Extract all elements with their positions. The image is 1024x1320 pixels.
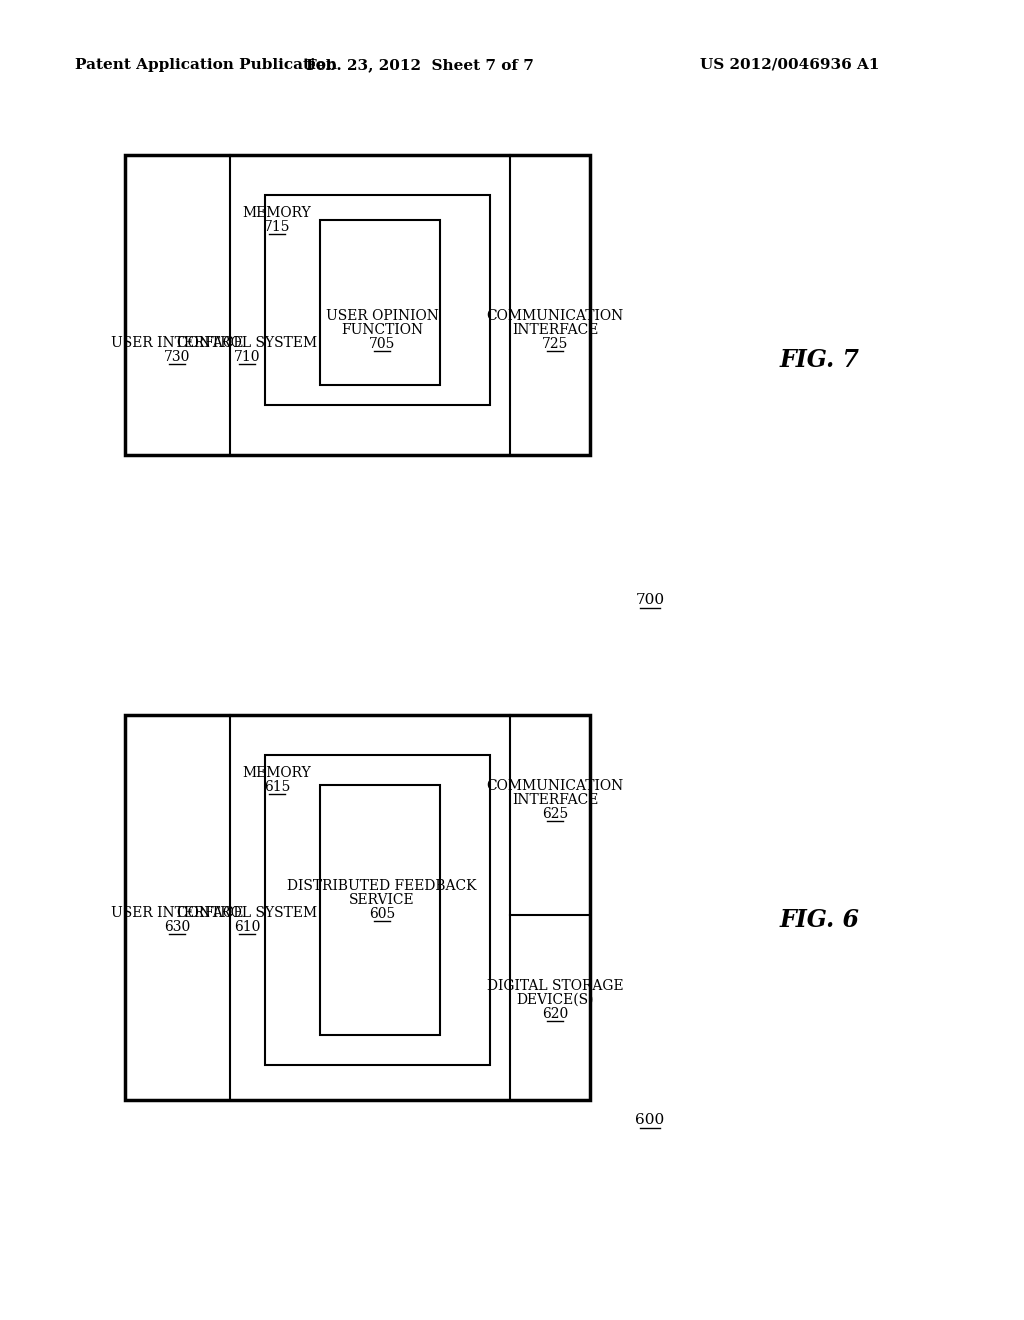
Text: MEMORY: MEMORY <box>243 766 311 780</box>
Text: COMMUNICATION: COMMUNICATION <box>486 309 624 323</box>
Text: 625: 625 <box>542 807 568 821</box>
Text: 630: 630 <box>164 920 190 935</box>
Text: 605: 605 <box>369 907 395 921</box>
Bar <box>125 715 590 1100</box>
Bar <box>125 154 590 455</box>
Text: Patent Application Publication: Patent Application Publication <box>75 58 337 73</box>
Bar <box>319 785 440 1035</box>
Text: INTERFACE: INTERFACE <box>512 323 598 337</box>
Text: 600: 600 <box>635 1113 665 1127</box>
Text: FUNCTION: FUNCTION <box>341 323 423 337</box>
Text: 730: 730 <box>164 350 190 364</box>
Text: DEVICE(S): DEVICE(S) <box>516 993 594 1007</box>
Text: 725: 725 <box>542 337 568 351</box>
Text: 610: 610 <box>233 920 260 935</box>
Text: SERVICE: SERVICE <box>349 894 415 907</box>
Text: COMMUNICATION: COMMUNICATION <box>486 779 624 793</box>
Text: USER INTERFACE: USER INTERFACE <box>111 906 244 920</box>
Bar <box>265 195 490 405</box>
Text: INTERFACE: INTERFACE <box>512 793 598 807</box>
Text: DIGITAL STORAGE: DIGITAL STORAGE <box>486 979 624 993</box>
Text: US 2012/0046936 A1: US 2012/0046936 A1 <box>700 58 880 73</box>
Text: Feb. 23, 2012  Sheet 7 of 7: Feb. 23, 2012 Sheet 7 of 7 <box>306 58 534 73</box>
Text: 615: 615 <box>264 780 290 795</box>
Text: CONTROL SYSTEM: CONTROL SYSTEM <box>177 906 317 920</box>
Text: DISTRIBUTED FEEDBACK: DISTRIBUTED FEEDBACK <box>288 879 477 894</box>
Text: FIG. 7: FIG. 7 <box>780 348 860 372</box>
Text: MEMORY: MEMORY <box>243 206 311 220</box>
Text: FIG. 6: FIG. 6 <box>780 908 860 932</box>
Text: 620: 620 <box>542 1007 568 1020</box>
Text: 710: 710 <box>233 350 260 364</box>
Text: USER INTERFACE: USER INTERFACE <box>111 337 244 350</box>
Bar <box>319 220 440 385</box>
Text: CONTROL SYSTEM: CONTROL SYSTEM <box>177 337 317 350</box>
Text: 715: 715 <box>264 220 290 234</box>
Text: 705: 705 <box>369 337 395 351</box>
Text: 700: 700 <box>636 593 665 607</box>
Text: USER OPINION: USER OPINION <box>326 309 438 323</box>
Bar <box>265 755 490 1065</box>
